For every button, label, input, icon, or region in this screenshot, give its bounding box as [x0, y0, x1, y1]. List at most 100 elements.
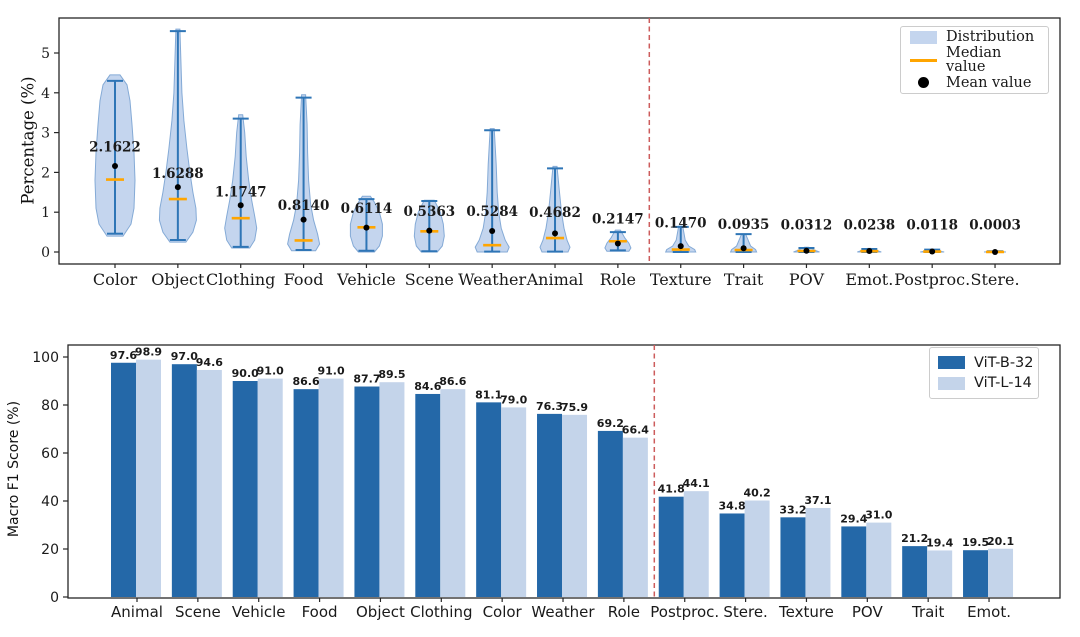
bar-category-label-object: Object	[356, 603, 405, 621]
mean-value-label-vehicle: 0.6114	[341, 201, 393, 217]
bar-y-tick-label: 100	[32, 350, 59, 366]
legend-item-distribution: Distribution	[910, 30, 1044, 45]
bar-category-label-food: Food	[302, 603, 338, 621]
bar-vit-b-32-role	[597, 430, 623, 597]
bar-category-label-texture: Texture	[778, 603, 834, 621]
violin-category-label-emot: Emot.	[845, 270, 893, 289]
legend-label: Median value	[946, 44, 1002, 75]
bar-category-label-stere: Stere.	[723, 603, 767, 621]
bar-value-label-vit-l-14-clothing: 86.6	[439, 375, 466, 388]
bar-value-label-vit-l-14-food: 91.0	[318, 365, 345, 378]
mean-value-label-clothing: 1.1747	[215, 184, 267, 200]
bar-vit-b-32-food	[293, 389, 319, 597]
violin-category-label-stere: Stere.	[971, 270, 1020, 289]
violin-category-label-color: Color	[93, 270, 138, 289]
bar-value-label-vit-b-32-scene: 97.0	[171, 350, 198, 363]
bar-value-label-vit-l-14-stere: 40.2	[744, 487, 771, 500]
bar-vit-l-14-weather	[562, 414, 588, 597]
mean-value-label-object: 1.6288	[152, 166, 204, 182]
violin-category-label-weather: Weather	[458, 270, 526, 289]
violin-y-tick-label: 5	[41, 46, 50, 62]
bar-vit-l-14-texture	[805, 507, 831, 597]
bar-y-tick-label: 40	[41, 494, 59, 510]
bar-value-label-vit-b-32-weather: 76.3	[536, 400, 563, 413]
bar-value-label-vit-l-14-trait: 19.4	[926, 536, 953, 549]
mean-value-label-animal: 0.4682	[529, 205, 581, 221]
bar-vit-b-32-animal	[111, 362, 136, 597]
bar-value-label-vit-b-32-texture: 33.2	[779, 503, 806, 516]
bar-value-label-vit-l-14-emot: 20.1	[987, 535, 1014, 548]
legend-item-vit-l-14: ViT-L-14	[938, 376, 1034, 391]
legend-label: ViT-L-14	[974, 374, 1032, 391]
bar-y-tick-label: 60	[41, 446, 59, 462]
violin-y-tick-label: 1	[41, 205, 50, 221]
bar-category-label-trait: Trait	[911, 603, 944, 621]
mean-value-label-emot: 0.0238	[843, 218, 895, 234]
bar-vit-b-32-texture	[780, 517, 806, 597]
mean-dot-emot	[866, 248, 873, 255]
mean-dot-postproc	[929, 248, 936, 255]
mean-dot-stere	[992, 248, 999, 255]
mean-dot-role	[614, 240, 621, 247]
violin-category-label-texture: Texture	[650, 270, 712, 289]
bar-value-label-vit-b-32-food: 86.6	[293, 375, 320, 388]
violin-y-tick-label: 3	[41, 126, 50, 142]
mean-dot-pov	[803, 247, 810, 254]
legend-item-mean: Mean value	[910, 74, 1044, 91]
mean-value-label-scene: 0.5363	[403, 204, 455, 220]
bar-vit-b-32-object	[354, 386, 380, 597]
violin-category-label-postproc: Postproc.	[894, 270, 970, 289]
bar-value-label-vit-l-14-texture: 37.1	[804, 494, 831, 507]
bar-vit-l-14-emot	[988, 548, 1014, 597]
bar-vit-l-14-color	[501, 407, 527, 597]
bar-value-label-vit-l-14-scene: 94.6	[196, 356, 223, 369]
bar-value-label-vit-b-32-role: 69.2	[597, 417, 624, 430]
bar-vit-l-14-scene	[196, 369, 222, 597]
legend-label: ViT-B-32	[974, 354, 1034, 371]
bar-y-tick-label: 20	[41, 542, 59, 558]
legend-label: Distribution	[946, 29, 1035, 45]
bar-value-label-vit-b-32-animal: 97.6	[110, 349, 137, 362]
bar-category-label-weather: Weather	[531, 603, 595, 621]
bar-value-label-vit-b-32-color: 81.1	[475, 388, 502, 401]
mean-dot-object	[174, 184, 181, 191]
bar-value-label-vit-l-14-vehicle: 91.0	[257, 365, 284, 378]
mean-value-label-food: 0.8140	[278, 198, 330, 214]
bar-vit-b-32-color	[476, 402, 502, 597]
bar-vit-b-32-clothing	[415, 393, 441, 597]
bar-category-label-emot: Emot.	[967, 603, 1011, 621]
violin-y-tick-label: 4	[41, 86, 50, 102]
bar-category-label-color: Color	[483, 603, 523, 621]
bar-value-label-vit-b-32-postproc: 41.8	[658, 483, 685, 496]
bar-vit-l-14-stere	[744, 500, 770, 597]
bar-value-label-vit-b-32-pov: 29.4	[840, 512, 867, 525]
mean-dot-vehicle	[363, 224, 370, 231]
mean-dot-trait	[740, 245, 747, 252]
bar-vit-l-14-food	[318, 378, 344, 597]
bar-value-label-vit-l-14-role: 66.4	[622, 424, 649, 437]
median-swatch-icon	[910, 58, 937, 62]
bar-value-label-vit-l-14-object: 89.5	[378, 368, 405, 381]
bar-value-label-vit-b-32-clothing: 84.6	[414, 380, 441, 393]
bar-panel-border	[67, 344, 1061, 599]
bar-category-label-role: Role	[608, 603, 640, 621]
bar-value-label-vit-b-32-vehicle: 90.0	[232, 367, 259, 380]
violin-category-label-role: Role	[600, 270, 636, 289]
bar-value-label-vit-b-32-stere: 34.8	[719, 499, 746, 512]
bar-value-label-vit-b-32-trait: 21.2	[901, 532, 928, 545]
legend-item-median: Median value	[910, 44, 1044, 75]
violin-category-label-trait: Trait	[724, 270, 764, 289]
violin-category-label-scene: Scene	[405, 270, 454, 289]
violin-y-tick-label: 2	[41, 165, 50, 181]
bar-value-label-vit-l-14-color: 79.0	[500, 393, 527, 406]
bar-vit-l-14-animal	[136, 359, 161, 597]
bar-y-tick-label: 0	[50, 590, 59, 606]
bar-category-label-clothing: Clothing	[410, 603, 472, 621]
bar-vit-l-14-role	[622, 437, 648, 597]
mean-value-label-pov: 0.0312	[781, 218, 833, 234]
bar-vit-l-14-postproc	[683, 491, 709, 597]
bar-vit-l-14-pov	[866, 522, 892, 597]
legend-label: Mean value	[946, 74, 1032, 91]
violin-y-tick-label: 0	[41, 245, 50, 261]
bar-category-label-pov: POV	[852, 603, 884, 621]
